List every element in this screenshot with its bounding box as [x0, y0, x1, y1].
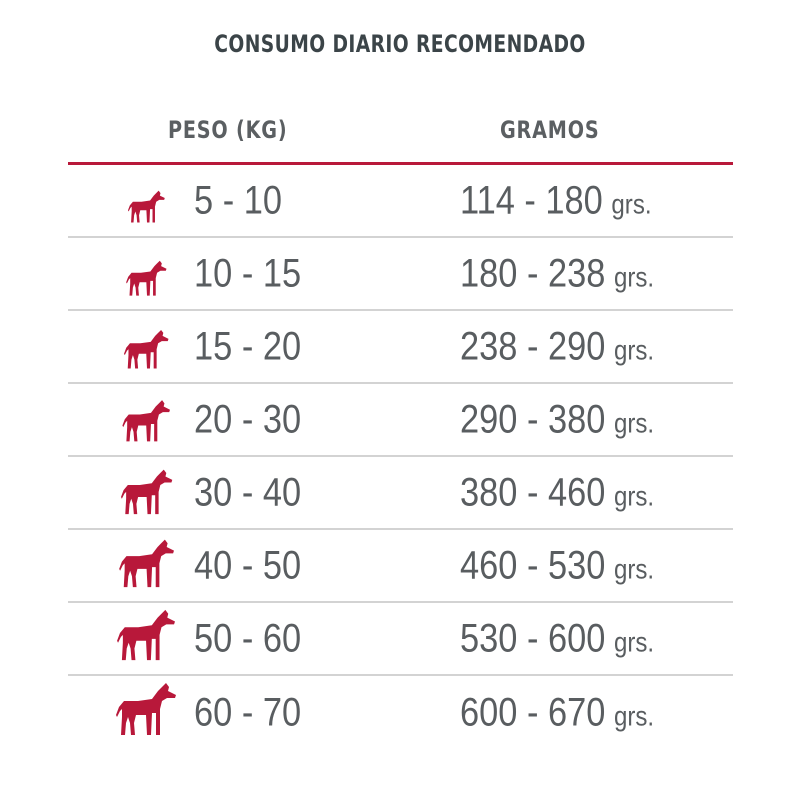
weight-range: 60 - 70	[194, 690, 302, 734]
grams-cell: 600 - 670 grs.	[460, 690, 654, 735]
grams-cell: 460 - 530 grs.	[460, 543, 654, 588]
header-divider	[68, 162, 733, 165]
grams-cell: 238 - 290 grs.	[460, 324, 654, 369]
table-row: 10 - 15 180 - 238 grs.	[68, 238, 733, 311]
table-row: 40 - 50 460 - 530 grs.	[68, 530, 733, 603]
grams-unit: grs.	[613, 407, 655, 438]
dog-icon	[122, 397, 172, 443]
grams-cell: 290 - 380 grs.	[460, 397, 654, 442]
table-row: 50 - 60 530 - 600 grs.	[68, 603, 733, 676]
table-header: PESO (KG) GRAMOS	[68, 116, 732, 156]
grams-range: 180 - 238	[460, 251, 606, 295]
weight-range: 40 - 50	[194, 543, 302, 587]
table-row: 30 - 40 380 - 460 grs.	[68, 457, 733, 530]
dog-icon	[117, 606, 177, 662]
dog-icon	[126, 258, 168, 297]
grams-unit: grs.	[613, 334, 655, 365]
grams-unit: grs.	[613, 261, 655, 292]
grams-unit: grs.	[613, 480, 655, 511]
page-title: CONSUMO DIARIO RECOMENDADO	[214, 30, 586, 58]
grams-cell: 380 - 460 grs.	[460, 470, 654, 515]
dog-icon	[121, 466, 174, 516]
table-row: 60 - 70 600 - 670 grs.	[68, 676, 733, 749]
grams-range: 290 - 380	[460, 397, 606, 441]
grams-cell: 530 - 600 grs.	[460, 616, 654, 661]
weight-range: 15 - 20	[194, 324, 302, 368]
table-row: 15 - 20 238 - 290 grs.	[68, 311, 733, 384]
weight-range: 20 - 30	[194, 397, 302, 441]
dog-icon	[128, 188, 166, 224]
grams-range: 600 - 670	[460, 690, 606, 734]
grams-range: 380 - 460	[460, 470, 606, 514]
dog-icon	[119, 536, 176, 589]
dog-icon	[124, 327, 170, 370]
grams-unit: grs.	[613, 553, 655, 584]
weight-range: 30 - 40	[194, 470, 302, 514]
grams-range: 114 - 180	[460, 178, 603, 222]
grams-range: 530 - 600	[460, 616, 606, 660]
weight-range: 10 - 15	[194, 251, 302, 295]
grams-unit: grs.	[613, 700, 655, 731]
weight-range: 5 - 10	[194, 178, 282, 222]
grams-cell: 180 - 238 grs.	[460, 251, 654, 296]
grams-range: 238 - 290	[460, 324, 606, 368]
dog-icon	[116, 679, 178, 737]
consumption-table: 5 - 10 114 - 180 grs. 10 - 15 180 - 238 gr…	[68, 165, 733, 749]
table-row: 5 - 10 114 - 180 grs.	[68, 165, 733, 238]
weight-range: 50 - 60	[194, 616, 302, 660]
table-row: 20 - 30 290 - 380 grs.	[68, 384, 733, 457]
column-header-grams: GRAMOS	[500, 116, 600, 144]
grams-unit: grs.	[611, 188, 652, 219]
grams-cell: 114 - 180 grs.	[460, 178, 652, 223]
grams-range: 460 - 530	[460, 543, 606, 587]
grams-unit: grs.	[613, 626, 655, 657]
column-header-weight: PESO (KG)	[168, 116, 288, 144]
